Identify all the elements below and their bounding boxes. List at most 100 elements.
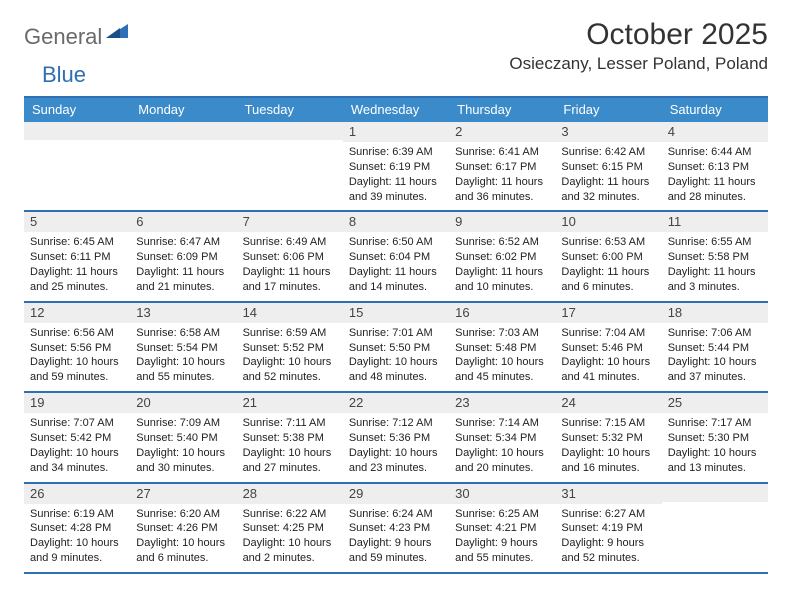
sunrise-text: Sunrise: 6:59 AM: [243, 326, 337, 341]
sunset-text: Sunset: 6:04 PM: [349, 250, 443, 265]
weekday-header: Wednesday: [343, 98, 449, 122]
day-cell: 24Sunrise: 7:15 AMSunset: 5:32 PMDayligh…: [555, 393, 661, 481]
sunrise-text: Sunrise: 7:09 AM: [136, 416, 230, 431]
sunset-text: Sunset: 5:40 PM: [136, 431, 230, 446]
logo: General: [24, 18, 130, 51]
day-number: 19: [24, 393, 130, 413]
week-row: 26Sunrise: 6:19 AMSunset: 4:28 PMDayligh…: [24, 484, 768, 574]
sunrise-text: Sunrise: 6:50 AM: [349, 235, 443, 250]
week-row: 1Sunrise: 6:39 AMSunset: 6:19 PMDaylight…: [24, 122, 768, 212]
day-number: 1: [343, 122, 449, 142]
day-cell: 15Sunrise: 7:01 AMSunset: 5:50 PMDayligh…: [343, 303, 449, 391]
day-body: Sunrise: 6:44 AMSunset: 6:13 PMDaylight:…: [662, 142, 768, 210]
daylight-text: Daylight: 10 hours and 20 minutes.: [455, 446, 549, 476]
sunrise-text: Sunrise: 7:15 AM: [561, 416, 655, 431]
day-body: Sunrise: 6:39 AMSunset: 6:19 PMDaylight:…: [343, 142, 449, 210]
day-number: 30: [449, 484, 555, 504]
sunrise-text: Sunrise: 6:42 AM: [561, 145, 655, 160]
day-number: 18: [662, 303, 768, 323]
day-body: Sunrise: 6:47 AMSunset: 6:09 PMDaylight:…: [130, 232, 236, 300]
sunset-text: Sunset: 5:36 PM: [349, 431, 443, 446]
day-body: [662, 502, 768, 559]
day-cell: 11Sunrise: 6:55 AMSunset: 5:58 PMDayligh…: [662, 212, 768, 300]
daylight-text: Daylight: 10 hours and 9 minutes.: [30, 536, 124, 566]
daylight-text: Daylight: 11 hours and 28 minutes.: [668, 175, 762, 205]
day-cell: 19Sunrise: 7:07 AMSunset: 5:42 PMDayligh…: [24, 393, 130, 481]
day-cell: 17Sunrise: 7:04 AMSunset: 5:46 PMDayligh…: [555, 303, 661, 391]
day-cell: 10Sunrise: 6:53 AMSunset: 6:00 PMDayligh…: [555, 212, 661, 300]
sunset-text: Sunset: 6:11 PM: [30, 250, 124, 265]
daylight-text: Daylight: 10 hours and 13 minutes.: [668, 446, 762, 476]
day-body: [130, 140, 236, 197]
day-cell: [130, 122, 236, 210]
day-cell: 4Sunrise: 6:44 AMSunset: 6:13 PMDaylight…: [662, 122, 768, 210]
sunset-text: Sunset: 5:50 PM: [349, 341, 443, 356]
day-cell: 9Sunrise: 6:52 AMSunset: 6:02 PMDaylight…: [449, 212, 555, 300]
sunrise-text: Sunrise: 6:44 AM: [668, 145, 762, 160]
daylight-text: Daylight: 10 hours and 48 minutes.: [349, 355, 443, 385]
day-body: Sunrise: 6:27 AMSunset: 4:19 PMDaylight:…: [555, 504, 661, 572]
day-number: 6: [130, 212, 236, 232]
sunset-text: Sunset: 6:09 PM: [136, 250, 230, 265]
daylight-text: Daylight: 10 hours and 23 minutes.: [349, 446, 443, 476]
sunrise-text: Sunrise: 7:11 AM: [243, 416, 337, 431]
day-number: 5: [24, 212, 130, 232]
day-cell: [662, 484, 768, 572]
daylight-text: Daylight: 10 hours and 37 minutes.: [668, 355, 762, 385]
day-number: 28: [237, 484, 343, 504]
day-body: Sunrise: 6:19 AMSunset: 4:28 PMDaylight:…: [24, 504, 130, 572]
sunrise-text: Sunrise: 7:12 AM: [349, 416, 443, 431]
page: General October 2025 Osieczany, Lesser P…: [0, 0, 792, 574]
day-number: 4: [662, 122, 768, 142]
day-cell: 31Sunrise: 6:27 AMSunset: 4:19 PMDayligh…: [555, 484, 661, 572]
day-body: Sunrise: 7:11 AMSunset: 5:38 PMDaylight:…: [237, 413, 343, 481]
daylight-text: Daylight: 10 hours and 59 minutes.: [30, 355, 124, 385]
daylight-text: Daylight: 10 hours and 41 minutes.: [561, 355, 655, 385]
day-number: 20: [130, 393, 236, 413]
sunset-text: Sunset: 5:42 PM: [30, 431, 124, 446]
day-number: [24, 122, 130, 140]
day-number: 11: [662, 212, 768, 232]
day-body: Sunrise: 7:14 AMSunset: 5:34 PMDaylight:…: [449, 413, 555, 481]
daylight-text: Daylight: 10 hours and 30 minutes.: [136, 446, 230, 476]
sunrise-text: Sunrise: 6:39 AM: [349, 145, 443, 160]
daylight-text: Daylight: 11 hours and 21 minutes.: [136, 265, 230, 295]
day-body: Sunrise: 6:41 AMSunset: 6:17 PMDaylight:…: [449, 142, 555, 210]
day-body: Sunrise: 6:59 AMSunset: 5:52 PMDaylight:…: [237, 323, 343, 391]
logo-part1: General: [24, 24, 102, 50]
day-body: Sunrise: 6:56 AMSunset: 5:56 PMDaylight:…: [24, 323, 130, 391]
sunrise-text: Sunrise: 7:14 AM: [455, 416, 549, 431]
day-cell: 2Sunrise: 6:41 AMSunset: 6:17 PMDaylight…: [449, 122, 555, 210]
day-cell: 13Sunrise: 6:58 AMSunset: 5:54 PMDayligh…: [130, 303, 236, 391]
day-cell: 30Sunrise: 6:25 AMSunset: 4:21 PMDayligh…: [449, 484, 555, 572]
daylight-text: Daylight: 11 hours and 10 minutes.: [455, 265, 549, 295]
day-number: 22: [343, 393, 449, 413]
day-number: 8: [343, 212, 449, 232]
weekday-header: Saturday: [662, 98, 768, 122]
sunrise-text: Sunrise: 6:49 AM: [243, 235, 337, 250]
daylight-text: Daylight: 10 hours and 16 minutes.: [561, 446, 655, 476]
sunrise-text: Sunrise: 6:27 AM: [561, 507, 655, 522]
day-body: Sunrise: 6:45 AMSunset: 6:11 PMDaylight:…: [24, 232, 130, 300]
day-body: Sunrise: 6:42 AMSunset: 6:15 PMDaylight:…: [555, 142, 661, 210]
day-cell: [237, 122, 343, 210]
day-cell: 1Sunrise: 6:39 AMSunset: 6:19 PMDaylight…: [343, 122, 449, 210]
weekday-header-row: SundayMondayTuesdayWednesdayThursdayFrid…: [24, 98, 768, 122]
sunrise-text: Sunrise: 7:03 AM: [455, 326, 549, 341]
sunset-text: Sunset: 5:30 PM: [668, 431, 762, 446]
logo-part2: Blue: [42, 62, 86, 88]
daylight-text: Daylight: 10 hours and 45 minutes.: [455, 355, 549, 385]
day-number: 14: [237, 303, 343, 323]
day-number: [130, 122, 236, 140]
day-cell: 23Sunrise: 7:14 AMSunset: 5:34 PMDayligh…: [449, 393, 555, 481]
day-body: Sunrise: 7:03 AMSunset: 5:48 PMDaylight:…: [449, 323, 555, 391]
day-number: 3: [555, 122, 661, 142]
daylight-text: Daylight: 9 hours and 59 minutes.: [349, 536, 443, 566]
day-body: Sunrise: 6:58 AMSunset: 5:54 PMDaylight:…: [130, 323, 236, 391]
sunset-text: Sunset: 5:48 PM: [455, 341, 549, 356]
day-number: 12: [24, 303, 130, 323]
daylight-text: Daylight: 9 hours and 55 minutes.: [455, 536, 549, 566]
sunset-text: Sunset: 5:46 PM: [561, 341, 655, 356]
weekday-header: Monday: [130, 98, 236, 122]
daylight-text: Daylight: 11 hours and 6 minutes.: [561, 265, 655, 295]
